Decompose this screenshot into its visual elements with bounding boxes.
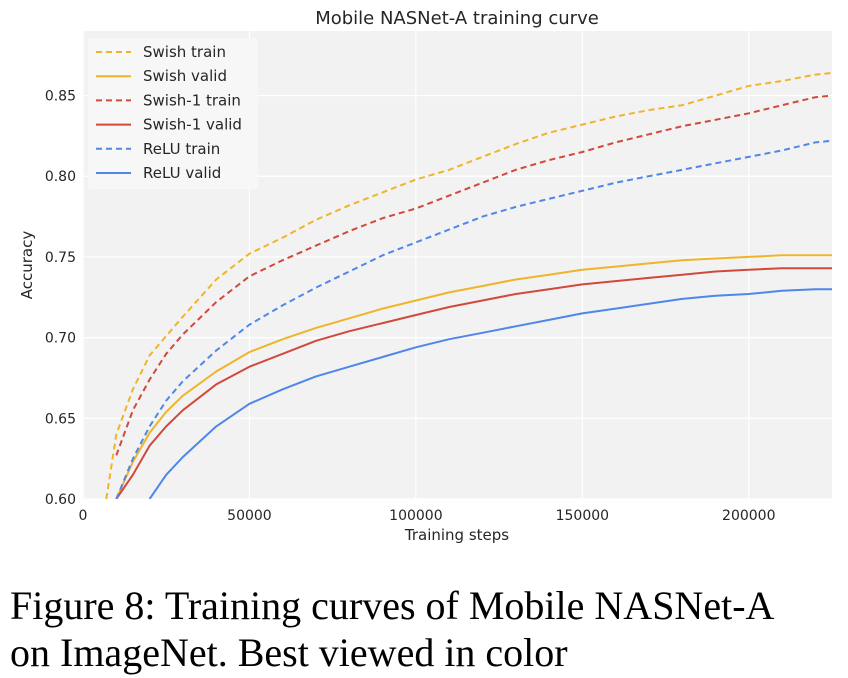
series-line-relu-train	[115, 139, 832, 499]
legend-label: ReLU valid	[143, 164, 221, 182]
series-line-swish-1-train	[115, 94, 832, 456]
figure-caption: Figure 8: Training curves of Mobile NASN…	[10, 582, 840, 676]
legend-label: Swish train	[143, 43, 226, 61]
y-tick-label: 0.60	[45, 492, 76, 508]
x-tick-label: 50000	[227, 508, 272, 524]
x-axis-label: Training steps	[404, 526, 509, 544]
series-lines	[105, 72, 832, 499]
legend-label: ReLU train	[143, 140, 220, 158]
chart-title: Mobile NASNet-A training curve	[315, 8, 599, 29]
legend-label: Swish-1 train	[143, 91, 241, 109]
y-ticks: 0.60 0.65 0.70 0.75 0.80 0.85	[45, 89, 76, 508]
legend: Swish train Swish valid Swish-1 train Swish…	[88, 38, 258, 189]
series-line-swish-valid	[115, 254, 832, 499]
caption-line-1: Figure 8: Training curves of Mobile NASN…	[10, 583, 775, 628]
series-line-relu-valid	[148, 288, 832, 499]
x-tick-label: 200000	[722, 508, 775, 524]
chart: Swish train Swish valid Swish-1 train Swish…	[18, 8, 832, 544]
legend-label: Swish-1 valid	[143, 116, 242, 134]
series-line-swish-1-valid	[115, 267, 832, 499]
y-tick-label: 0.75	[45, 250, 76, 266]
x-tick-label: 150000	[556, 508, 609, 524]
y-tick-label: 0.65	[45, 411, 76, 427]
y-tick-label: 0.85	[45, 89, 76, 105]
grid	[82, 31, 832, 500]
legend-label: Swish valid	[143, 67, 227, 85]
x-tick-label: 0	[79, 508, 88, 524]
y-axis-label: Accuracy	[18, 231, 36, 300]
caption-line-2: on ImageNet. Best viewed in color	[10, 630, 568, 675]
series-line-swish-train	[105, 72, 832, 499]
x-ticks: 0 50000 100000 150000 200000	[79, 508, 776, 524]
x-tick-label: 100000	[389, 508, 442, 524]
y-tick-label: 0.80	[45, 169, 76, 185]
y-tick-label: 0.70	[45, 331, 76, 347]
